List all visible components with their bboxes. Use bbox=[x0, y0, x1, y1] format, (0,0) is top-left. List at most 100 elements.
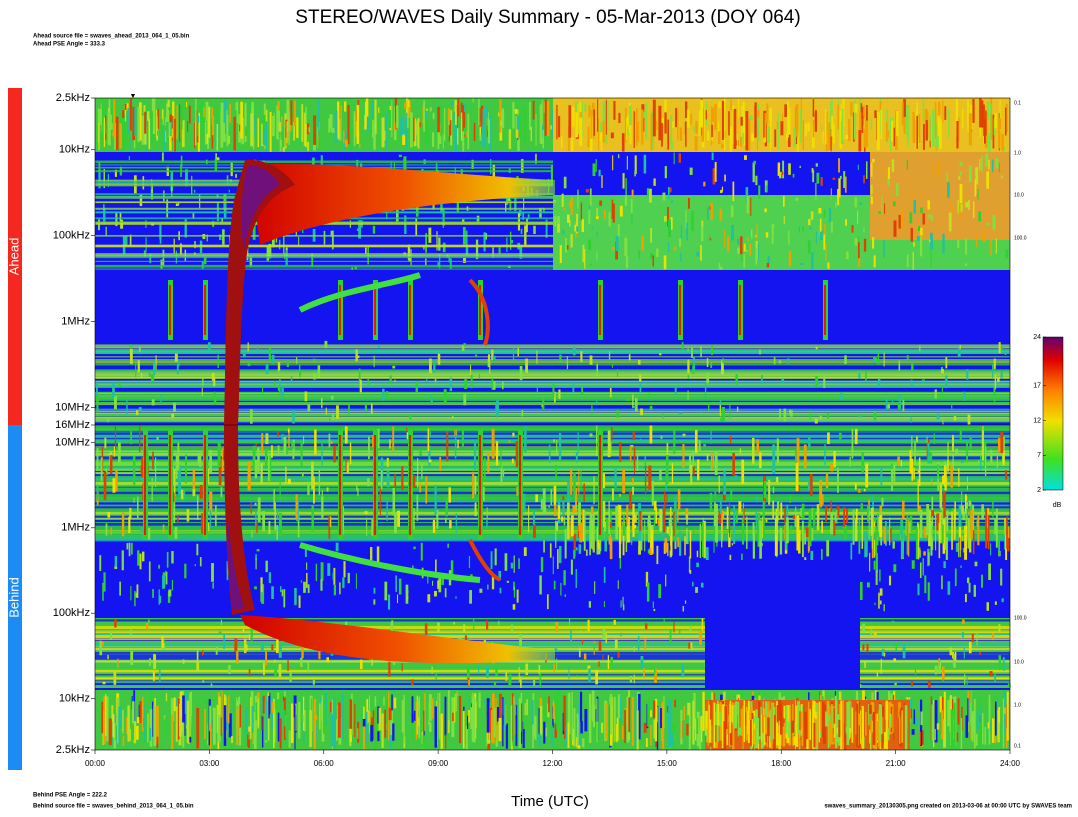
noise bbox=[111, 105, 114, 123]
noise bbox=[393, 697, 397, 709]
noise bbox=[255, 443, 258, 446]
noise bbox=[317, 365, 321, 378]
noise bbox=[909, 212, 913, 224]
noise bbox=[215, 98, 218, 136]
noise bbox=[779, 172, 782, 179]
noise bbox=[366, 699, 369, 724]
noise bbox=[668, 517, 671, 536]
noise bbox=[403, 695, 405, 744]
noise bbox=[911, 458, 914, 481]
noise bbox=[729, 722, 733, 746]
noise bbox=[370, 725, 374, 742]
noise bbox=[912, 251, 914, 270]
noise bbox=[1002, 698, 1005, 749]
noise bbox=[150, 729, 152, 740]
noise bbox=[826, 412, 829, 419]
noise bbox=[399, 117, 403, 136]
noise bbox=[761, 714, 763, 742]
noise bbox=[776, 476, 779, 483]
noise bbox=[634, 155, 637, 175]
noise bbox=[580, 691, 583, 722]
noise bbox=[201, 387, 203, 396]
noise bbox=[740, 708, 744, 737]
noise bbox=[944, 106, 947, 120]
noise bbox=[801, 503, 805, 519]
noise bbox=[860, 103, 862, 114]
noise bbox=[121, 512, 125, 537]
noise bbox=[807, 240, 811, 254]
noise bbox=[250, 625, 253, 641]
noise bbox=[832, 708, 835, 735]
noise bbox=[398, 578, 402, 595]
noise bbox=[110, 527, 112, 535]
noise bbox=[567, 692, 571, 735]
noise bbox=[176, 105, 178, 139]
noise bbox=[590, 263, 592, 267]
noise bbox=[988, 694, 991, 745]
noise bbox=[799, 711, 801, 741]
noise bbox=[499, 587, 502, 594]
noise bbox=[883, 352, 885, 367]
noise bbox=[640, 408, 644, 416]
noise bbox=[700, 345, 702, 358]
noise bbox=[954, 568, 957, 587]
noise bbox=[865, 370, 867, 382]
noise bbox=[718, 711, 722, 727]
noise bbox=[789, 494, 791, 504]
noise bbox=[206, 115, 208, 134]
noise bbox=[729, 435, 732, 444]
noise bbox=[743, 116, 747, 146]
noise bbox=[741, 254, 743, 262]
noise bbox=[113, 670, 117, 685]
noise bbox=[96, 401, 99, 413]
noise bbox=[788, 250, 792, 267]
noise bbox=[287, 660, 289, 672]
noise bbox=[416, 119, 419, 147]
noise bbox=[354, 266, 358, 270]
noise bbox=[981, 574, 983, 588]
noise bbox=[739, 448, 742, 454]
noise bbox=[197, 454, 201, 465]
noise bbox=[381, 713, 384, 748]
noise bbox=[960, 460, 964, 464]
noise bbox=[608, 510, 612, 526]
noise bbox=[287, 478, 291, 484]
noise bbox=[126, 717, 128, 735]
noise bbox=[574, 224, 577, 232]
noise bbox=[295, 357, 298, 364]
noise bbox=[510, 624, 513, 631]
noise bbox=[952, 454, 954, 471]
noise bbox=[431, 398, 433, 403]
noise bbox=[953, 653, 956, 668]
noise bbox=[575, 112, 579, 138]
noise bbox=[986, 171, 990, 189]
noise bbox=[278, 381, 281, 384]
noise bbox=[385, 113, 388, 149]
noise bbox=[787, 358, 790, 364]
noise bbox=[301, 646, 304, 659]
noise bbox=[825, 111, 828, 152]
noise bbox=[564, 594, 566, 597]
noise bbox=[870, 628, 873, 636]
noise bbox=[1006, 516, 1008, 549]
stripe bbox=[95, 477, 1010, 481]
noise bbox=[692, 700, 695, 745]
noise bbox=[455, 128, 459, 145]
noise bbox=[601, 722, 604, 733]
noise bbox=[199, 557, 202, 567]
noise bbox=[850, 701, 852, 734]
noise bbox=[903, 99, 906, 117]
noise bbox=[248, 669, 251, 677]
noise bbox=[386, 212, 388, 220]
stripe bbox=[95, 348, 1010, 352]
colorbar-tick-label: 24 bbox=[1033, 334, 1041, 341]
noise bbox=[536, 387, 539, 393]
noise bbox=[780, 502, 783, 519]
noise bbox=[550, 125, 552, 130]
noise bbox=[581, 219, 585, 233]
noise bbox=[102, 582, 104, 601]
noise bbox=[509, 231, 512, 250]
noise bbox=[618, 533, 622, 559]
noise bbox=[661, 701, 665, 749]
noise bbox=[387, 470, 389, 473]
